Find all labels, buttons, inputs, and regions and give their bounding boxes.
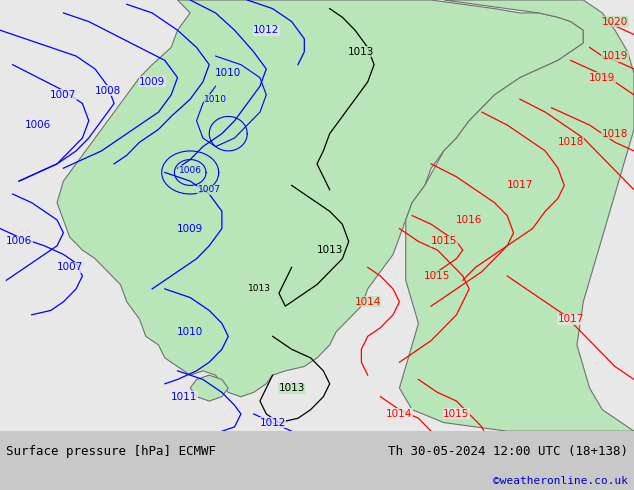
Polygon shape [57,0,583,397]
Text: 1013: 1013 [348,47,375,57]
Text: 1013: 1013 [316,245,343,255]
Text: 1006: 1006 [179,166,202,175]
Text: 1017: 1017 [557,314,584,324]
Text: 1014: 1014 [386,409,413,419]
Text: 1019: 1019 [589,73,616,83]
Text: 1018: 1018 [557,137,584,147]
Text: 1010: 1010 [177,327,204,337]
Text: 1013: 1013 [249,284,271,294]
Text: 1010: 1010 [215,68,242,78]
Text: Th 30-05-2024 12:00 UTC (18+138): Th 30-05-2024 12:00 UTC (18+138) [387,445,628,458]
Text: 1008: 1008 [94,86,121,96]
Text: 1015: 1015 [424,271,451,281]
Text: 1007: 1007 [198,185,221,194]
Text: 1010: 1010 [204,95,227,104]
Text: 1018: 1018 [602,129,628,139]
Text: 1009: 1009 [139,77,165,87]
Text: 1011: 1011 [171,392,197,402]
Text: 1006: 1006 [6,237,32,246]
Text: 1009: 1009 [177,223,204,234]
Text: 1012: 1012 [259,417,286,428]
Text: 1015: 1015 [443,409,470,419]
Text: 1007: 1007 [50,90,77,100]
Text: 1006: 1006 [25,120,51,130]
Text: 1016: 1016 [456,215,482,225]
Text: 1014: 1014 [354,297,381,307]
Text: 1012: 1012 [253,25,280,35]
Text: 1020: 1020 [602,17,628,26]
Text: Surface pressure [hPa] ECMWF: Surface pressure [hPa] ECMWF [6,445,216,458]
Polygon shape [399,0,634,431]
Text: ©weatheronline.co.uk: ©weatheronline.co.uk [493,476,628,486]
Text: 1015: 1015 [430,237,457,246]
Text: 1017: 1017 [507,180,533,191]
Polygon shape [190,375,228,401]
Text: 1007: 1007 [56,262,83,272]
Text: 1013: 1013 [278,383,305,393]
Text: 1019: 1019 [602,51,628,61]
